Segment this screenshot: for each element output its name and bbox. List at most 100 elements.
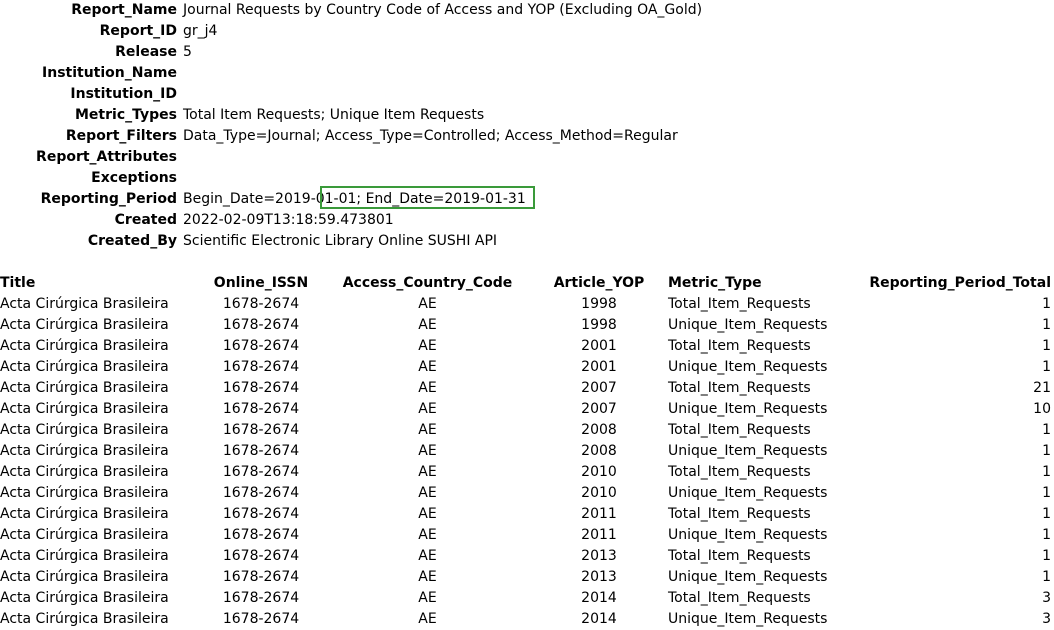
cell-article-yop[interactable]: 2010 xyxy=(581,464,617,480)
cell-title[interactable]: Acta Cirúrgica Brasileira xyxy=(0,485,169,501)
header-label[interactable]: Reporting_Period xyxy=(40,191,177,207)
cell-title[interactable]: Acta Cirúrgica Brasileira xyxy=(0,296,169,312)
cell-online-issn[interactable]: 1678-2674 xyxy=(222,317,300,333)
column-header-metric-type[interactable]: Metric_Type xyxy=(668,275,762,291)
cell-metric-type[interactable]: Unique_Item_Requests xyxy=(668,569,828,585)
header-label[interactable]: Institution_Name xyxy=(42,65,177,81)
cell-title[interactable]: Acta Cirúrgica Brasileira xyxy=(0,464,169,480)
cell-metric-type[interactable]: Unique_Item_Requests xyxy=(668,527,828,543)
header-value[interactable]: Total Item Requests; Unique Item Request… xyxy=(183,107,485,123)
cell-article-yop[interactable]: 2014 xyxy=(581,590,617,606)
cell-article-yop[interactable]: 2014 xyxy=(581,611,617,627)
column-header-reporting-period-total[interactable]: Reporting_Period_Total xyxy=(869,275,1051,291)
cell-access-country-code[interactable]: AE xyxy=(418,443,437,459)
cell-access-country-code[interactable]: AE xyxy=(418,422,437,438)
cell-metric-type[interactable]: Total_Item_Requests xyxy=(668,296,811,312)
cell-online-issn[interactable]: 1678-2674 xyxy=(222,296,300,312)
cell-article-yop[interactable]: 2007 xyxy=(581,380,617,396)
cell-reporting-period-total[interactable]: 1 xyxy=(1042,506,1051,522)
cell-online-issn[interactable]: 1678-2674 xyxy=(222,506,300,522)
cell-title[interactable]: Acta Cirúrgica Brasileira xyxy=(0,359,169,375)
cell-article-yop[interactable]: 2008 xyxy=(581,422,617,438)
cell-title[interactable]: Acta Cirúrgica Brasileira xyxy=(0,506,169,522)
cell-access-country-code[interactable]: AE xyxy=(418,611,437,627)
cell-online-issn[interactable]: 1678-2674 xyxy=(222,590,300,606)
cell-title[interactable]: Acta Cirúrgica Brasileira xyxy=(0,317,169,333)
cell-article-yop[interactable]: 2010 xyxy=(581,485,617,501)
header-value[interactable]: Data_Type=Journal; Access_Type=Controlle… xyxy=(183,128,678,144)
cell-metric-type[interactable]: Unique_Item_Requests xyxy=(668,443,828,459)
cell-reporting-period-total[interactable]: 1 xyxy=(1042,359,1051,375)
cell-title[interactable]: Acta Cirúrgica Brasileira xyxy=(0,443,169,459)
cell-metric-type[interactable]: Total_Item_Requests xyxy=(668,506,811,522)
cell-online-issn[interactable]: 1678-2674 xyxy=(222,401,300,417)
cell-article-yop[interactable]: 2013 xyxy=(581,569,617,585)
cell-access-country-code[interactable]: AE xyxy=(418,590,437,606)
header-label[interactable]: Created xyxy=(114,212,177,228)
cell-reporting-period-total[interactable]: 10 xyxy=(1033,401,1051,417)
cell-title[interactable]: Acta Cirúrgica Brasileira xyxy=(0,401,169,417)
header-label[interactable]: Metric_Types xyxy=(75,107,177,123)
column-header-article-yop[interactable]: Article_YOP xyxy=(553,275,645,291)
cell-online-issn[interactable]: 1678-2674 xyxy=(222,548,300,564)
cell-article-yop[interactable]: 1998 xyxy=(581,317,617,333)
cell-access-country-code[interactable]: AE xyxy=(418,317,437,333)
cell-metric-type[interactable]: Unique_Item_Requests xyxy=(668,485,828,501)
header-label[interactable]: Report_ID xyxy=(99,23,177,39)
cell-article-yop[interactable]: 2011 xyxy=(581,506,617,522)
cell-metric-type[interactable]: Total_Item_Requests xyxy=(668,548,811,564)
cell-title[interactable]: Acta Cirúrgica Brasileira xyxy=(0,338,169,354)
cell-metric-type[interactable]: Unique_Item_Requests xyxy=(668,401,828,417)
cell-metric-type[interactable]: Total_Item_Requests xyxy=(668,590,811,606)
cell-article-yop[interactable]: 2001 xyxy=(581,338,617,354)
cell-article-yop[interactable]: 2007 xyxy=(581,401,617,417)
cell-access-country-code[interactable]: AE xyxy=(418,359,437,375)
cell-article-yop[interactable]: 2008 xyxy=(581,443,617,459)
cell-online-issn[interactable]: 1678-2674 xyxy=(222,569,300,585)
cell-reporting-period-total[interactable]: 3 xyxy=(1042,611,1051,627)
cell-article-yop[interactable]: 2001 xyxy=(581,359,617,375)
cell-reporting-period-total[interactable]: 1 xyxy=(1042,464,1051,480)
cell-online-issn[interactable]: 1678-2674 xyxy=(222,380,300,396)
header-value[interactable]: 5 xyxy=(183,44,192,60)
cell-reporting-period-total[interactable]: 1 xyxy=(1042,296,1051,312)
column-header-title[interactable]: Title xyxy=(0,275,36,291)
cell-online-issn[interactable]: 1678-2674 xyxy=(222,611,300,627)
cell-metric-type[interactable]: Total_Item_Requests xyxy=(668,464,811,480)
cell-title[interactable]: Acta Cirúrgica Brasileira xyxy=(0,569,169,585)
cell-reporting-period-total[interactable]: 1 xyxy=(1042,485,1051,501)
cell-title[interactable]: Acta Cirúrgica Brasileira xyxy=(0,548,169,564)
cell-access-country-code[interactable]: AE xyxy=(418,464,437,480)
cell-title[interactable]: Acta Cirúrgica Brasileira xyxy=(0,527,169,543)
header-value[interactable]: Begin_Date=2019-01-01; End_Date=2019-01-… xyxy=(183,191,526,207)
header-label[interactable]: Report_Filters xyxy=(65,128,177,144)
cell-reporting-period-total[interactable]: 1 xyxy=(1042,338,1051,354)
cell-access-country-code[interactable]: AE xyxy=(418,296,437,312)
cell-title[interactable]: Acta Cirúrgica Brasileira xyxy=(0,611,169,627)
cell-title[interactable]: Acta Cirúrgica Brasileira xyxy=(0,422,169,438)
cell-article-yop[interactable]: 2013 xyxy=(581,548,617,564)
cell-online-issn[interactable]: 1678-2674 xyxy=(222,422,300,438)
cell-reporting-period-total[interactable]: 1 xyxy=(1042,569,1051,585)
cell-reporting-period-total[interactable]: 3 xyxy=(1042,590,1051,606)
cell-online-issn[interactable]: 1678-2674 xyxy=(222,485,300,501)
cell-reporting-period-total[interactable]: 1 xyxy=(1042,317,1051,333)
cell-reporting-period-total[interactable]: 1 xyxy=(1042,527,1051,543)
header-label[interactable]: Created_By xyxy=(87,233,177,249)
column-header-online-issn[interactable]: Online_ISSN xyxy=(213,275,309,291)
header-label[interactable]: Release xyxy=(115,44,177,60)
cell-metric-type[interactable]: Unique_Item_Requests xyxy=(668,611,828,627)
cell-article-yop[interactable]: 1998 xyxy=(581,296,617,312)
cell-metric-type[interactable]: Total_Item_Requests xyxy=(668,338,811,354)
cell-metric-type[interactable]: Total_Item_Requests xyxy=(668,422,811,438)
column-header-access-country-code[interactable]: Access_Country_Code xyxy=(342,275,513,291)
header-label[interactable]: Report_Name xyxy=(71,2,177,18)
cell-access-country-code[interactable]: AE xyxy=(418,401,437,417)
header-value[interactable]: gr_j4 xyxy=(183,23,218,39)
header-label[interactable]: Exceptions xyxy=(91,170,177,186)
cell-access-country-code[interactable]: AE xyxy=(418,338,437,354)
cell-access-country-code[interactable]: AE xyxy=(418,569,437,585)
cell-reporting-period-total[interactable]: 1 xyxy=(1042,548,1051,564)
cell-online-issn[interactable]: 1678-2674 xyxy=(222,443,300,459)
cell-reporting-period-total[interactable]: 1 xyxy=(1042,422,1051,438)
